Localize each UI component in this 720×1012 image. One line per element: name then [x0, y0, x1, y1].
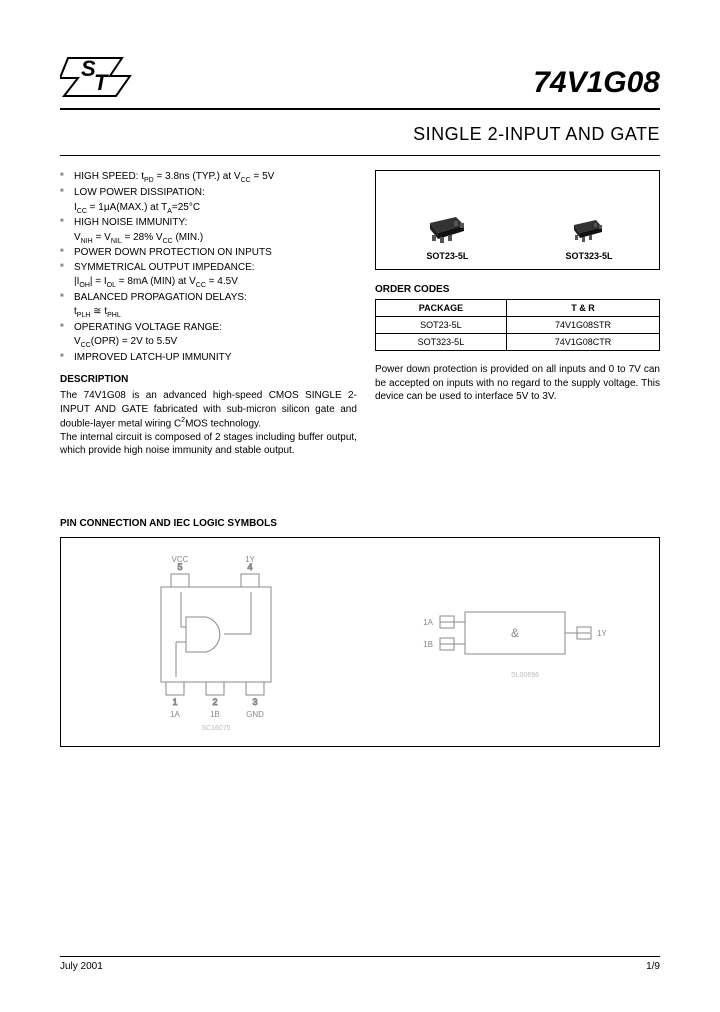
description-p1: The 74V1G08 is an advanced high-speed CM… [60, 389, 357, 431]
svg-text:3: 3 [252, 697, 257, 707]
description-p2: The internal circuit is composed of 2 st… [60, 431, 357, 458]
svg-text:2: 2 [212, 697, 217, 707]
feature-item: BALANCED PROPAGATION DELAYS: [60, 291, 357, 305]
svg-text:1A: 1A [423, 618, 433, 627]
feature-subline: tPLH ≅ tPHL [60, 305, 357, 320]
svg-text:GND: GND [246, 710, 264, 719]
svg-text:1B: 1B [210, 710, 220, 719]
table-row: SOT323-5L74V1G08CTR [375, 334, 659, 351]
rule-thick [60, 108, 660, 110]
footer-page: 1/9 [646, 961, 660, 972]
svg-text:1: 1 [172, 697, 177, 707]
feature-subline: |IOH| = IOL = 8mA (MIN) at VCC = 4.5V [60, 275, 357, 290]
svg-text:T: T [94, 70, 109, 95]
feature-subline: VCC(OPR) = 2V to 5.5V [60, 335, 357, 350]
svg-text:SL00696: SL00696 [510, 672, 538, 679]
pin-diagram-box: 5 4 1 2 3 VCC 1Y 1A 1B GND SC16075 [60, 537, 660, 747]
feature-item: HIGH SPEED: tPD = 3.8ns (TYP.) at VCC = … [60, 170, 357, 185]
svg-text:VCC: VCC [171, 555, 188, 564]
svg-text:1Y: 1Y [597, 629, 607, 638]
table-header: PACKAGE [375, 300, 506, 317]
description-heading: DESCRIPTION [60, 374, 357, 385]
svg-text:&: & [510, 626, 518, 640]
rule-thin [60, 155, 660, 156]
feature-subline: ICC = 1μA(MAX.) at TA=25°C [60, 201, 357, 216]
svg-text:1Y: 1Y [245, 555, 255, 564]
st-logo: S T [60, 50, 142, 100]
iec-logic-symbol: & 1A 1B 1Y SL00696 [395, 562, 615, 722]
sot323-chip-icon [568, 213, 610, 243]
feature-item: SYMMETRICAL OUTPUT IMPEDANCE: [60, 261, 357, 275]
sot323-label: SOT323-5L [565, 251, 612, 261]
feature-subline: VNIH = VNIL = 28% VCC (MIN.) [60, 231, 357, 246]
pin-connection-heading: PIN CONNECTION AND IEC LOGIC SYMBOLS [60, 518, 660, 529]
svg-text:SC16075: SC16075 [201, 725, 230, 732]
feature-item: POWER DOWN PROTECTION ON INPUTS [60, 246, 357, 260]
footer-date: July 2001 [60, 961, 103, 972]
subtitle: SINGLE 2-INPUT AND GATE [60, 124, 660, 145]
sot23-chip-icon [422, 209, 472, 243]
pin-connection-diagram: 5 4 1 2 3 VCC 1Y 1A 1B GND SC16075 [106, 552, 326, 732]
power-down-description: Power down protection is provided on all… [375, 363, 660, 404]
order-codes-table: PACKAGET & R SOT23-5L74V1G08STRSOT323-5L… [375, 299, 660, 351]
order-codes-heading: ORDER CODES [375, 284, 660, 295]
feature-item: OPERATING VOLTAGE RANGE: [60, 321, 357, 335]
svg-text:1B: 1B [423, 640, 433, 649]
feature-item: IMPROVED LATCH-UP IMMUNITY [60, 351, 357, 365]
package-diagram-box: SOT23-5L [375, 170, 660, 270]
feature-item: HIGH NOISE IMMUNITY: [60, 216, 357, 230]
feature-item: LOW POWER DISSIPATION: [60, 186, 357, 200]
table-header: T & R [506, 300, 659, 317]
features-list: HIGH SPEED: tPD = 3.8ns (TYP.) at VCC = … [60, 170, 357, 364]
table-row: SOT23-5L74V1G08STR [375, 317, 659, 334]
sot23-label: SOT23-5L [426, 251, 468, 261]
svg-text:1A: 1A [170, 710, 180, 719]
part-number: 74V1G08 [533, 66, 660, 100]
